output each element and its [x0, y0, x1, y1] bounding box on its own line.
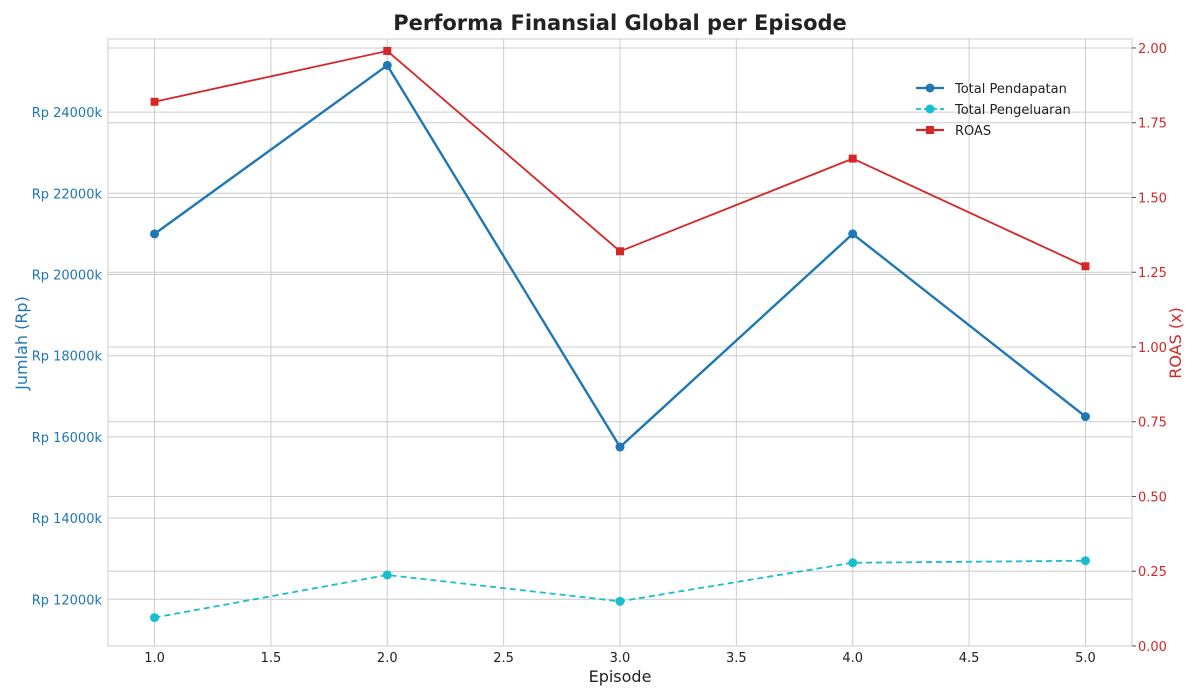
- y-right-tick-label: 0.75: [1138, 416, 1167, 431]
- x-tick-label: 1.5: [261, 651, 282, 666]
- data-point-total-pengeluaran: [848, 558, 858, 568]
- data-point-total-pengeluaran: [615, 596, 625, 606]
- legend-swatch-marker: [926, 126, 934, 134]
- y-left-tick-label: Rp 22000k: [32, 187, 103, 202]
- y-left-tick-label: Rp 20000k: [32, 268, 103, 283]
- data-point-total-pengeluaran: [382, 570, 392, 580]
- series-total-pengeluaran: [150, 556, 1090, 623]
- data-point-total-pendapatan: [615, 442, 625, 452]
- x-tick-label: 4.5: [959, 651, 980, 666]
- legend-item-roas: ROAS: [916, 124, 991, 139]
- series-total-pendapatan: [150, 60, 1090, 452]
- data-point-roas: [383, 46, 392, 55]
- data-point-roas: [848, 154, 857, 163]
- x-tick-label: 2.0: [377, 651, 398, 666]
- y-left-tick-label: Rp 18000k: [32, 350, 103, 365]
- x-tick-label: 3.5: [726, 651, 747, 666]
- legend-item-total-pendapatan: Total Pendapatan: [916, 82, 1067, 97]
- x-tick-label: 2.5: [493, 651, 514, 666]
- data-point-roas: [150, 97, 159, 106]
- legend-label: Total Pengeluaran: [954, 103, 1071, 118]
- series-layer: [150, 46, 1090, 623]
- chart-title: Performa Finansial Global per Episode: [393, 11, 847, 35]
- legend: Total Pendapatan Total Pengeluaran ROAS: [916, 82, 1071, 139]
- x-tick-label: 5.0: [1075, 651, 1096, 666]
- y-right-tick-label: 1.00: [1138, 341, 1167, 356]
- y-left-tick-label: Rp 24000k: [32, 106, 103, 121]
- x-tick-label: 1.0: [144, 651, 165, 666]
- data-point-total-pendapatan: [150, 229, 160, 239]
- tick-layer: 1.0 1.5 2.0 2.5 3.0 3.5 4.0 4.5 5.0 Rp 12000k Rp 1…: [32, 42, 1167, 666]
- y-right-tick-label: 2.00: [1138, 42, 1167, 57]
- x-tick-label: 4.0: [842, 651, 863, 666]
- y-right-tick-label: 0.00: [1138, 640, 1167, 655]
- legend-item-total-pengeluaran: Total Pengeluaran: [916, 103, 1071, 118]
- x-axis-label: Episode: [589, 667, 652, 686]
- data-point-total-pendapatan: [382, 60, 392, 70]
- data-point-total-pengeluaran: [1080, 556, 1090, 566]
- plot-frame: [107, 38, 1133, 647]
- legend-swatch-marker: [925, 83, 935, 93]
- y-axis-label-left: Jumlah (Rp): [12, 296, 31, 391]
- data-point-total-pendapatan: [848, 229, 858, 239]
- grid-layer: [108, 39, 1132, 647]
- data-point-total-pengeluaran: [150, 613, 160, 623]
- y-right-tick-label: 1.75: [1138, 117, 1167, 132]
- data-point-total-pendapatan: [1080, 412, 1090, 422]
- y-left-tick-label: Rp 14000k: [32, 512, 103, 527]
- x-tick-label: 3.0: [610, 651, 631, 666]
- y-left-tick-label: Rp 16000k: [32, 431, 103, 446]
- legend-swatch-marker: [925, 104, 935, 114]
- data-point-roas: [1081, 262, 1090, 271]
- data-point-roas: [616, 247, 624, 256]
- y-right-tick-label: 1.25: [1138, 266, 1167, 281]
- legend-label: Total Pendapatan: [954, 82, 1067, 97]
- y-axis-label-right: ROAS (x): [1166, 307, 1185, 379]
- y-right-tick-label: 1.50: [1138, 191, 1167, 206]
- legend-label: ROAS: [955, 124, 991, 139]
- series-roas: [150, 46, 1090, 271]
- y-right-tick-label: 0.50: [1138, 490, 1167, 505]
- y-right-tick-label: 0.25: [1138, 565, 1167, 580]
- y-left-tick-label: Rp 12000k: [32, 593, 103, 608]
